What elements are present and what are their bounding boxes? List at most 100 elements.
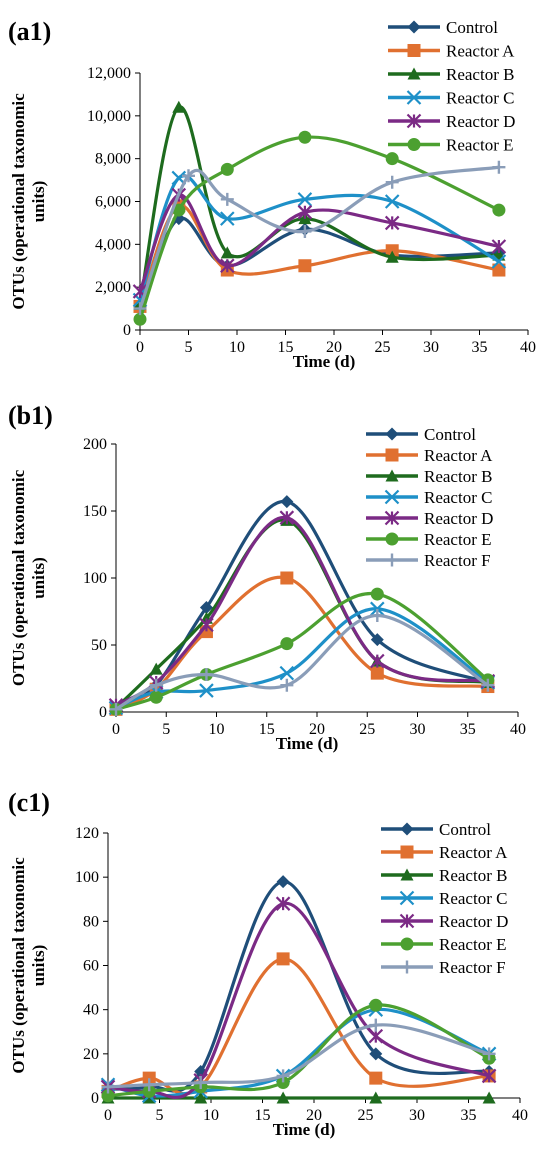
x-tick-label: 40 (512, 1107, 528, 1124)
data-point-reactor-e (492, 203, 506, 217)
data-point-reactor-c (199, 683, 214, 698)
chart-panel-2: (c1) 0 20 40 60 80 100 120 0 5 10 15 20 25 30 35 40 Time … (8, 788, 528, 1139)
legend-label: Reactor A (439, 843, 508, 862)
legend-marker-reactor-a (385, 448, 399, 462)
data-point-reactor-f (182, 169, 195, 183)
x-tick-label: 5 (185, 339, 193, 356)
y-tick-label: 12,000 (87, 65, 131, 82)
x-tick-label: 40 (510, 721, 526, 738)
legend-label: Reactor D (446, 112, 515, 131)
series-reactor-f (101, 1018, 496, 1094)
x-tick-label: 20 (309, 721, 325, 738)
x-axis-label: Time (d) (276, 734, 339, 753)
x-tick-label: 25 (359, 721, 375, 738)
y-tick-label: 120 (75, 825, 99, 842)
data-point-reactor-f (481, 678, 495, 692)
y-tick-label: 2,000 (95, 279, 131, 296)
y-axis-label-line2: units) (29, 181, 48, 223)
data-point-reactor-b (149, 662, 163, 675)
y-tick-label: 50 (91, 637, 107, 654)
y-tick-label: 0 (99, 704, 107, 721)
data-point-reactor-d (481, 1068, 497, 1084)
legend-marker-reactor-c (384, 489, 400, 505)
legend-marker-reactor-e (407, 138, 421, 151)
legend-item-reactor-a: Reactor A (381, 843, 508, 862)
series-line-control (106, 879, 491, 1093)
legend-label: Reactor F (424, 551, 491, 570)
data-point-reactor-f (370, 609, 384, 623)
y-tick-label: 0 (123, 322, 131, 339)
data-point-reactor-f (101, 1080, 115, 1094)
data-point-reactor-f (385, 175, 399, 189)
data-point-reactor-f (133, 302, 147, 316)
x-tick-label: 20 (326, 339, 342, 356)
x-tick-label: 30 (423, 339, 439, 356)
legend-item-reactor-e: Reactor E (381, 935, 507, 954)
legend-label: Reactor E (446, 136, 514, 155)
x-tick-label: 0 (112, 721, 120, 738)
data-point-reactor-b (482, 1091, 496, 1104)
legend-marker-reactor-f (400, 960, 414, 974)
x-tick-label: 15 (278, 339, 294, 356)
x-tick-label: 30 (410, 721, 426, 738)
chart-panel-1: (b1) 0 50 100 150 200 0 5 10 15 20 25 30 35 40 Time (d)… (8, 401, 526, 753)
data-point-reactor-b (369, 1091, 383, 1104)
data-point-reactor-d (199, 617, 214, 633)
legend-label: Reactor B (424, 467, 492, 486)
data-point-control (276, 875, 290, 889)
legend-marker-control (407, 20, 421, 34)
legend-item-reactor-c: Reactor C (388, 89, 514, 108)
series-line-reactor-f (106, 1023, 491, 1089)
legend-item-reactor-e: Reactor E (366, 530, 492, 549)
data-point-control (199, 600, 213, 614)
data-point-reactor-e (276, 1076, 290, 1090)
data-point-reactor-a (276, 952, 290, 966)
series-reactor-f (133, 160, 506, 316)
y-tick-label: 60 (83, 958, 99, 975)
x-tick-label: 15 (259, 721, 275, 738)
legend-item-control: Control (366, 425, 476, 444)
legend-label: Reactor D (439, 912, 508, 931)
legend-marker-reactor-d (384, 510, 400, 526)
x-tick-label: 10 (203, 1107, 219, 1124)
data-point-reactor-b (276, 1091, 290, 1104)
legend-marker-reactor-e (385, 532, 399, 546)
data-point-reactor-e (369, 998, 383, 1012)
data-point-reactor-c (384, 194, 400, 209)
series-reactor-f (109, 609, 495, 716)
series-line-reactor-c (114, 607, 490, 710)
x-tick-label: 25 (375, 339, 391, 356)
legend-label: Reactor C (424, 488, 492, 507)
x-tick-label: 25 (358, 1107, 374, 1124)
legend-marker-reactor-b (385, 469, 399, 482)
legend-item-control: Control (388, 18, 498, 37)
series-line-reactor-d (138, 193, 501, 294)
legend-label: Reactor C (446, 89, 514, 108)
data-point-reactor-f (369, 1018, 383, 1032)
data-point-reactor-a (298, 259, 312, 273)
data-point-reactor-b (385, 250, 399, 263)
legend-label: Reactor E (424, 530, 492, 549)
legend-item-reactor-c: Reactor C (381, 889, 507, 908)
legend: Control Reactor A Reactor B Reactor C Reacto… (381, 820, 508, 977)
data-point-reactor-f (280, 678, 294, 692)
panel-label: (a1) (8, 17, 51, 46)
x-tick-label: 35 (461, 1107, 477, 1124)
legend-item-reactor-a: Reactor A (366, 446, 493, 465)
data-point-reactor-f (492, 160, 506, 174)
legend-item-reactor-e: Reactor E (388, 136, 514, 155)
x-tick-label: 35 (472, 339, 488, 356)
data-point-reactor-a (142, 1071, 156, 1085)
data-point-reactor-d (368, 1028, 384, 1044)
data-point-reactor-d (297, 204, 313, 220)
data-point-reactor-d (275, 896, 291, 911)
legend-marker-control (400, 822, 414, 836)
data-point-reactor-b (172, 100, 186, 113)
legend-item-reactor-c: Reactor C (366, 488, 492, 507)
series-line-reactor-c (138, 174, 501, 302)
legend: Control Reactor A Reactor B Reactor C Reacto… (388, 18, 515, 155)
series-reactor-c (132, 170, 507, 308)
legend-label: Reactor F (439, 958, 506, 977)
x-tick-label: 40 (520, 339, 536, 356)
